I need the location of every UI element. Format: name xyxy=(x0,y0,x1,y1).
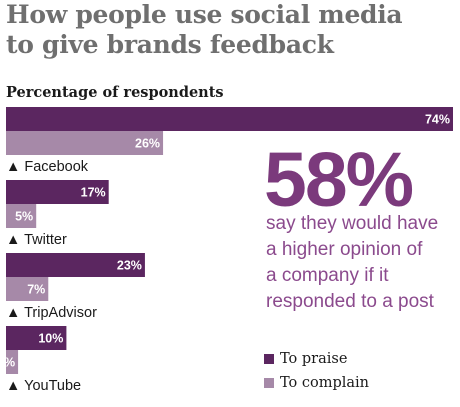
callout-line: a higher opinion of xyxy=(266,239,423,260)
legend-swatch-praise xyxy=(264,354,274,364)
bar-praise xyxy=(6,107,453,131)
callout-value: 58% xyxy=(264,137,414,223)
data-label: 10% xyxy=(38,332,63,346)
bar-complain xyxy=(6,131,164,155)
bar-complain xyxy=(6,350,19,374)
chart-title: How people use social media to give bran… xyxy=(6,0,456,60)
bar-complain xyxy=(6,204,37,228)
bar-complain xyxy=(6,277,49,301)
callout-line: responded to a post xyxy=(266,291,434,312)
category-label: ▲ Twitter xyxy=(6,232,67,248)
bar-praise xyxy=(6,253,145,277)
category-label: ▲ YouTube xyxy=(6,378,81,394)
data-label: 2% xyxy=(0,356,15,370)
chart-subtitle: Percentage of respondents xyxy=(6,84,224,101)
chart-title-line1: How people use social media xyxy=(6,0,403,29)
data-label: 17% xyxy=(81,186,106,200)
category-label: ▲ TripAdvisor xyxy=(6,305,97,321)
callout-line: say they would have xyxy=(266,213,439,234)
callout-text: say they would have a higher opinion of … xyxy=(266,211,456,315)
category-label: ▲ Facebook xyxy=(6,159,89,175)
legend-label-complain: To complain xyxy=(280,375,370,391)
callout-line: a company if it xyxy=(266,265,389,286)
data-label: 26% xyxy=(135,137,160,151)
data-label: 74% xyxy=(425,113,450,127)
data-label: 7% xyxy=(27,283,45,297)
chart-title-line2: to give brands feedback xyxy=(6,30,334,59)
legend-label-praise: To praise xyxy=(280,351,348,367)
bar-praise xyxy=(6,180,109,204)
data-label: 23% xyxy=(117,259,142,273)
data-label: 5% xyxy=(15,210,33,224)
legend-swatch-complain xyxy=(264,378,274,388)
bar-praise xyxy=(6,326,67,350)
